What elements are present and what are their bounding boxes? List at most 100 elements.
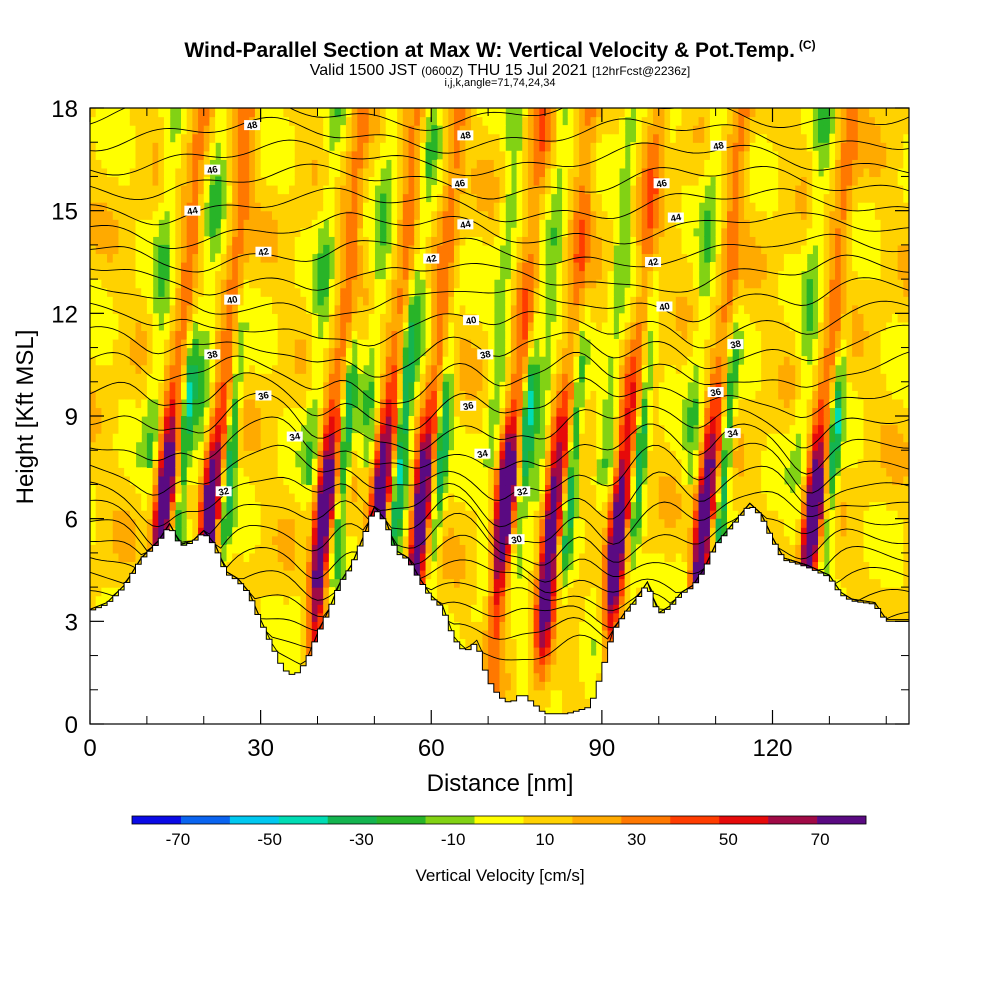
velocity-cell [226, 356, 233, 366]
velocity-cell [272, 424, 279, 434]
velocity-cell [323, 116, 330, 126]
velocity-cell [254, 595, 262, 605]
velocity-cell [283, 647, 290, 657]
velocity-cell [254, 262, 262, 272]
velocity-cell [181, 339, 188, 349]
velocity-cell [294, 270, 302, 280]
velocity-cell [345, 176, 353, 186]
velocity-cell [476, 527, 484, 537]
velocity-cell [425, 270, 432, 280]
velocity-cell [306, 373, 313, 383]
velocity-cell [289, 561, 296, 571]
velocity-cell [323, 595, 330, 605]
velocity-cell [419, 407, 427, 417]
velocity-cell [209, 493, 216, 503]
velocity-cell [323, 108, 330, 118]
velocity-cell [107, 330, 114, 340]
velocity-cell [357, 501, 364, 511]
velocity-cell [283, 347, 290, 357]
velocity-cell [306, 638, 313, 648]
velocity-cell [220, 433, 228, 443]
velocity-cell [368, 219, 375, 229]
velocity-cell [476, 518, 484, 528]
velocity-cell [300, 330, 307, 340]
velocity-cell [237, 133, 245, 143]
velocity-cell [135, 244, 142, 255]
velocity-cell [328, 595, 336, 605]
velocity-cell [454, 321, 461, 332]
velocity-cell [408, 552, 415, 563]
velocity-cell [158, 270, 165, 280]
velocity-cell [192, 493, 199, 503]
velocity-cell [95, 467, 102, 477]
velocity-cell [454, 467, 461, 477]
velocity-cell [163, 441, 171, 451]
velocity-cell [175, 356, 182, 366]
velocity-cell [198, 390, 205, 400]
velocity-cell [107, 570, 114, 580]
velocity-cell [169, 364, 176, 374]
velocity-cell [323, 535, 330, 545]
velocity-cell [442, 270, 449, 280]
velocity-cell [408, 467, 415, 477]
velocity-cell [471, 296, 478, 306]
velocity-cell [363, 321, 370, 332]
velocity-cell [454, 561, 461, 571]
velocity-cell [454, 570, 461, 580]
velocity-cell [385, 510, 393, 520]
velocity-cell [186, 193, 193, 203]
velocity-cell [101, 185, 108, 195]
velocity-cell [249, 450, 256, 460]
velocity-cell [107, 279, 114, 289]
velocity-cell [266, 125, 273, 135]
velocity-cell [277, 647, 284, 657]
velocity-cell [254, 202, 262, 212]
velocity-cell [323, 270, 330, 280]
velocity-cell [397, 296, 404, 306]
velocity-cell [272, 493, 279, 503]
velocity-cell [414, 390, 421, 400]
velocity-cell [488, 578, 495, 588]
velocity-cell [454, 552, 461, 563]
velocity-cell [289, 210, 296, 220]
velocity-cell [459, 433, 466, 443]
velocity-cell [198, 313, 205, 323]
velocity-cell [90, 450, 97, 460]
velocity-cell [146, 116, 154, 126]
velocity-cell [482, 364, 489, 374]
velocity-cell [124, 270, 131, 280]
velocity-cell [220, 347, 228, 357]
velocity-cell [471, 518, 478, 528]
velocity-cell [505, 150, 512, 160]
velocity-cell [266, 313, 273, 323]
velocity-cell [499, 672, 506, 682]
velocity-cell [163, 270, 171, 280]
velocity-cell [328, 364, 336, 374]
velocity-cell [90, 116, 97, 126]
velocity-cell [391, 416, 398, 426]
velocity-cell [334, 321, 341, 332]
velocity-cell [169, 381, 176, 391]
velocity-cell [95, 236, 102, 246]
velocity-cell [226, 279, 233, 289]
velocity-cell [385, 416, 393, 426]
velocity-cell [118, 287, 125, 297]
velocity-cell [482, 612, 489, 622]
velocity-cell [101, 142, 108, 152]
velocity-cell [328, 535, 336, 545]
velocity-cell [272, 321, 279, 332]
velocity-cell [146, 373, 154, 383]
velocity-cell [448, 227, 455, 237]
velocity-cell [101, 433, 108, 443]
velocity-cell [448, 108, 455, 118]
velocity-cell [289, 142, 296, 152]
velocity-cell [345, 193, 353, 203]
velocity-cell [249, 159, 256, 169]
velocity-cell [186, 518, 193, 528]
velocity-cell [436, 313, 444, 323]
velocity-cell [175, 304, 182, 314]
velocity-cell [499, 227, 506, 237]
velocity-cell [357, 321, 364, 332]
velocity-cell [243, 450, 250, 460]
velocity-cell [397, 125, 404, 135]
